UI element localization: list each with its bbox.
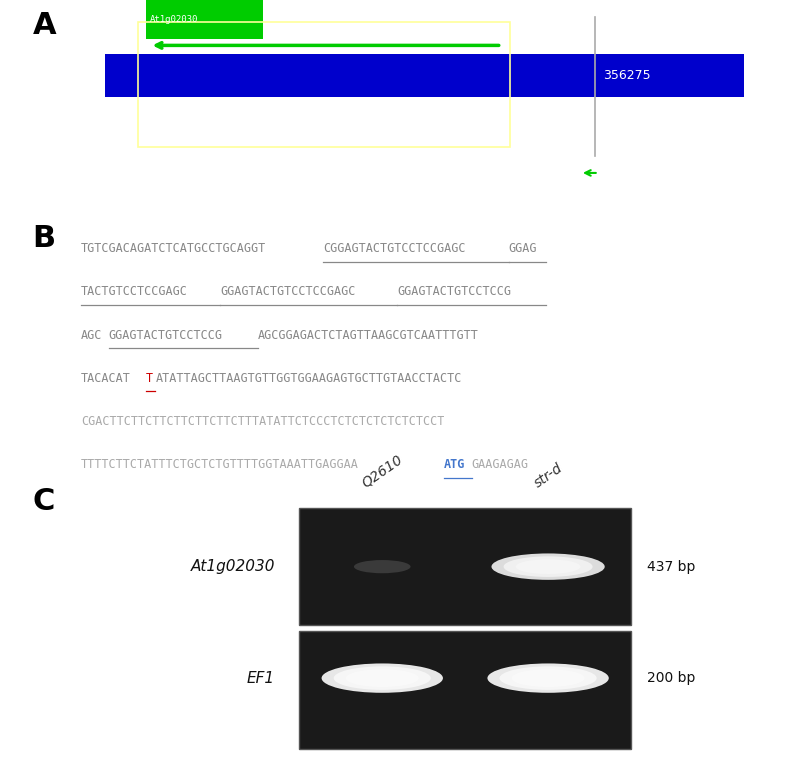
Text: AGC: AGC (81, 329, 102, 341)
Text: AGCGGAGACTCTAGTTAAGCGTCAATTTGTT: AGCGGAGACTCTAGTTAAGCGTCAATTTGTT (257, 329, 479, 341)
Text: ATG: ATG (443, 459, 465, 471)
Ellipse shape (321, 663, 443, 692)
Bar (299, 508, 631, 625)
Text: GGAG: GGAG (509, 242, 537, 255)
Text: str-d: str-d (532, 461, 565, 490)
Text: GGAGTACTGTCCTCCG: GGAGTACTGTCCTCCG (397, 286, 511, 298)
Text: T: T (146, 372, 153, 384)
Bar (105, 54, 744, 97)
Text: TACACAT: TACACAT (81, 372, 131, 384)
Ellipse shape (345, 669, 419, 687)
Text: GGAGTACTGTCCTCCGAGC: GGAGTACTGTCCTCCGAGC (220, 286, 356, 298)
Text: GAAGAGAG: GAAGAGAG (472, 459, 528, 471)
Ellipse shape (333, 666, 430, 690)
Ellipse shape (491, 554, 604, 580)
Text: At1g02030: At1g02030 (150, 15, 198, 24)
Text: EF1: EF1 (247, 671, 275, 686)
Bar (299, 631, 631, 749)
Text: TTTTCTTCTATTTCTGCTCTGTTTTGGTAAATTGAGGAA: TTTTCTTCTATTTCTGCTCTGTTTTGGTAAATTGAGGAA (81, 459, 358, 471)
Text: TACTGTCCTCCGAGC: TACTGTCCTCCGAGC (81, 286, 188, 298)
Ellipse shape (511, 669, 584, 687)
Ellipse shape (487, 663, 608, 692)
Ellipse shape (499, 666, 596, 690)
Bar (138, 22, 510, 147)
Text: 356275: 356275 (603, 69, 650, 82)
Ellipse shape (354, 560, 411, 574)
Text: ATATTAGCTTAAGTGTTGGTGGAAGAGTGCTTGTAACCTACTC: ATATTAGCTTAAGTGTTGGTGGAAGAGTGCTTGTAACCTA… (155, 372, 462, 384)
Text: 200 bp: 200 bp (647, 671, 696, 685)
Text: TGTCGACAGATCTCATGCCTGCAGGT: TGTCGACAGATCTCATGCCTGCAGGT (81, 242, 266, 255)
Ellipse shape (503, 557, 592, 577)
Text: 437 bp: 437 bp (647, 560, 696, 574)
Text: GGAGTACTGTCCTCCG: GGAGTACTGTCCTCCG (108, 329, 222, 341)
Text: CGGAGTACTGTCCTCCGAGC: CGGAGTACTGTCCTCCGAGC (323, 242, 465, 255)
Text: Q2610: Q2610 (359, 452, 405, 490)
Text: A: A (32, 11, 56, 40)
Text: B: B (32, 224, 56, 253)
Text: At1g02030: At1g02030 (191, 559, 275, 574)
Ellipse shape (515, 559, 580, 574)
Text: C: C (32, 487, 55, 516)
Bar (146, 0, 263, 39)
Text: CGACTTCTTCTTCTTCTTCTTCTTTATATTCTCCCTCTCTCTCTCTCTCCT: CGACTTCTTCTTCTTCTTCTTCTTTATATTCTCCCTCTCT… (81, 415, 444, 428)
